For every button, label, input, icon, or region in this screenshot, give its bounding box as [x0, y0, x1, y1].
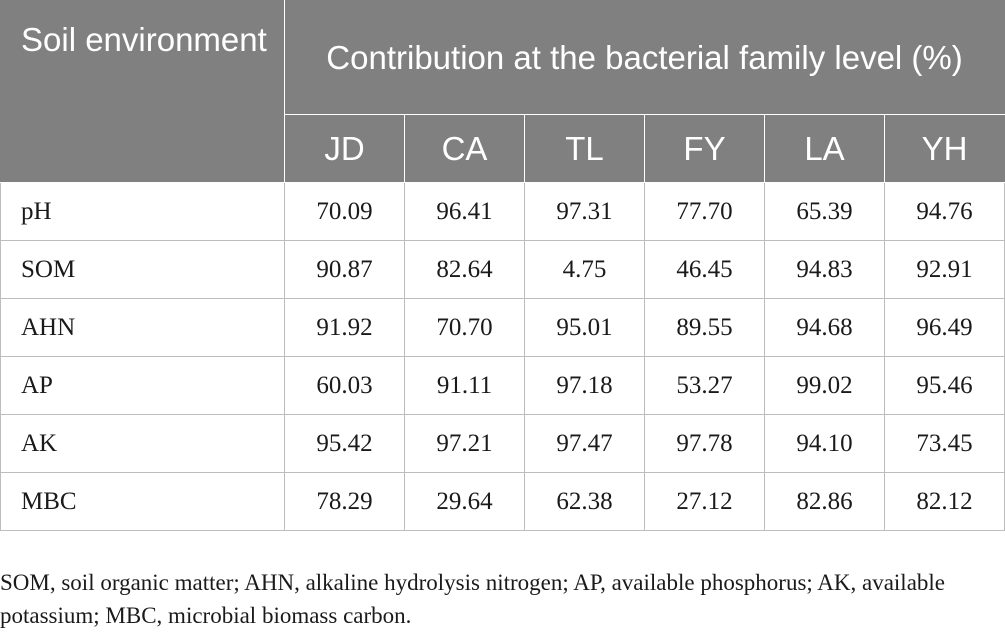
row-label: AHN	[0, 298, 285, 357]
column-header-yh: YH	[883, 114, 1005, 183]
table-cell: 96.41	[404, 182, 525, 241]
table-cell: 91.11	[404, 356, 525, 415]
table-cell: 94.76	[883, 182, 1005, 241]
table-body: pH 70.09 96.41 97.31 77.70 65.39 94.76 S…	[0, 182, 1005, 531]
table-cell: 97.47	[524, 414, 645, 473]
header-row-group: Soil environment Contribution at the bac…	[0, 0, 1005, 183]
table-cell: 94.68	[764, 298, 885, 357]
table-cell: 82.86	[764, 472, 885, 531]
table-cell: 29.64	[404, 472, 525, 531]
table-cell: 99.02	[764, 356, 885, 415]
column-header-tl: TL	[524, 114, 645, 183]
column-header-la: LA	[764, 114, 885, 183]
table-cell: 97.78	[644, 414, 765, 473]
table-cell: 97.18	[524, 356, 645, 415]
table-cell: 90.87	[284, 240, 405, 299]
table-cell: 82.12	[883, 472, 1005, 531]
table-cell: 91.92	[284, 298, 405, 357]
table-cell: 70.09	[284, 182, 405, 241]
table-cell: 78.29	[284, 472, 405, 531]
table-cell: 73.45	[883, 414, 1005, 473]
header-row-columns: JD CA TL FY LA YH	[1, 114, 1005, 183]
contribution-table: Soil environment Contribution at the bac…	[0, 0, 1005, 531]
table-cell: 89.55	[644, 298, 765, 357]
table-cell: 62.38	[524, 472, 645, 531]
table-cell: 4.75	[524, 240, 645, 299]
table-row: AK 95.42 97.21 97.47 97.78 94.10 73.45	[0, 414, 1005, 473]
table-row: AP 60.03 91.11 97.18 53.27 99.02 95.46	[0, 356, 1005, 415]
column-header-fy: FY	[644, 114, 765, 183]
table-cell: 94.83	[764, 240, 885, 299]
contribution-group-header: Contribution at the bacterial family lev…	[283, 0, 1005, 115]
table-header: Soil environment Contribution at the bac…	[0, 0, 1005, 183]
table-row: pH 70.09 96.41 97.31 77.70 65.39 94.76	[0, 182, 1005, 241]
column-header-ca: CA	[404, 114, 525, 183]
table-footnote: SOM, soil organic matter; AHN, alkaline …	[0, 570, 945, 628]
table-row: AHN 91.92 70.70 95.01 89.55 94.68 96.49	[0, 298, 1005, 357]
table-cell: 96.49	[883, 298, 1005, 357]
table-cell: 60.03	[284, 356, 405, 415]
table-cell: 95.01	[524, 298, 645, 357]
soil-environment-header: Soil environment	[0, 0, 285, 183]
column-header-jd: JD	[284, 114, 405, 183]
row-label: SOM	[0, 240, 285, 299]
table-cell: 82.64	[404, 240, 525, 299]
table-cell: 95.46	[883, 356, 1005, 415]
table-cell: 94.10	[764, 414, 885, 473]
table-row: SOM 90.87 82.64 4.75 46.45 94.83 92.91	[0, 240, 1005, 299]
table-cell: 92.91	[883, 240, 1005, 299]
table-cell: 27.12	[644, 472, 765, 531]
table-cell: 77.70	[644, 182, 765, 241]
row-label: MBC	[0, 472, 285, 531]
row-label: AK	[0, 414, 285, 473]
table-cell: 65.39	[764, 182, 885, 241]
table-cell: 70.70	[404, 298, 525, 357]
table-cell: 97.21	[404, 414, 525, 473]
table-cell: 46.45	[644, 240, 765, 299]
table-cell: 97.31	[524, 182, 645, 241]
row-label: pH	[0, 182, 285, 241]
table-row: MBC 78.29 29.64 62.38 27.12 82.86 82.12	[0, 472, 1005, 531]
row-label: AP	[0, 356, 285, 415]
table-cell: 53.27	[644, 356, 765, 415]
table-cell: 95.42	[284, 414, 405, 473]
